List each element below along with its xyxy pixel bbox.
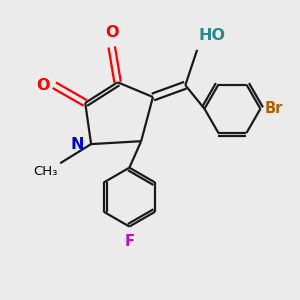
Text: Br: Br [265,101,283,116]
Text: O: O [105,25,119,40]
Text: N: N [70,136,84,152]
Text: O: O [36,78,50,93]
Text: F: F [124,234,134,249]
Text: CH₃: CH₃ [34,165,58,178]
Text: HO: HO [199,28,226,44]
